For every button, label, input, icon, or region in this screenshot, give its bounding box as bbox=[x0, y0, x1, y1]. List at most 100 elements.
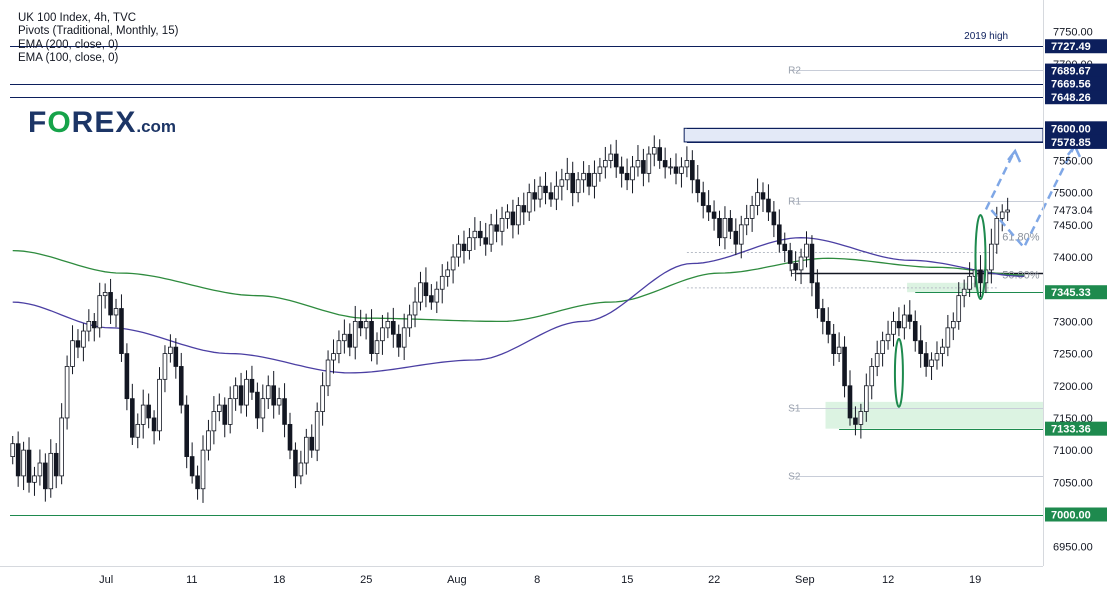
legend-ema200[interactable]: EMA (200, close, 0) bbox=[18, 38, 119, 51]
price-tick-label: 6950.00 bbox=[1053, 542, 1093, 554]
candle-body bbox=[912, 321, 918, 342]
legend-ema100[interactable]: EMA (100, close, 0) bbox=[18, 52, 119, 65]
candle-body bbox=[396, 333, 402, 348]
price-label-bg-2 bbox=[1045, 76, 1107, 91]
candle-body bbox=[412, 301, 418, 316]
price-tick-label: 7550.00 bbox=[1053, 155, 1093, 167]
price-tick-label: 7100.00 bbox=[1053, 445, 1093, 457]
candle-body bbox=[37, 462, 43, 477]
candle-body bbox=[467, 237, 472, 251]
chart-legend: UK 100 Index, 4h, TVC Pivots (Traditiona… bbox=[18, 12, 178, 66]
candle-body bbox=[81, 330, 86, 348]
candle-body bbox=[613, 153, 619, 168]
candle-body bbox=[956, 295, 962, 322]
ema100-line bbox=[12, 237, 1025, 374]
candle-body bbox=[537, 185, 543, 200]
candle-body bbox=[195, 475, 200, 490]
candle-body bbox=[298, 462, 304, 477]
candle-body bbox=[559, 179, 565, 187]
candle-body bbox=[320, 385, 325, 412]
candle-body bbox=[483, 237, 489, 245]
price-label-bg-3 bbox=[1045, 90, 1107, 105]
candle-body bbox=[608, 153, 614, 161]
candle-body bbox=[461, 243, 467, 251]
candle-body bbox=[331, 353, 336, 361]
last-price-label: 7473.04 bbox=[1053, 205, 1093, 217]
logo-dotcom: .com bbox=[136, 117, 177, 136]
candle-body bbox=[690, 160, 695, 181]
candle-body bbox=[825, 321, 831, 335]
candle-body bbox=[760, 192, 766, 200]
candle-body bbox=[695, 179, 701, 194]
candle-body bbox=[249, 378, 255, 393]
candle-body bbox=[575, 179, 581, 194]
legend-symbol[interactable]: UK 100 Index, 4h, TVC bbox=[18, 12, 137, 24]
candle-body bbox=[570, 172, 576, 194]
candle-body bbox=[358, 321, 363, 329]
candle-body bbox=[146, 404, 151, 419]
candle-body bbox=[961, 288, 967, 297]
candle-body bbox=[445, 269, 450, 277]
candle-body bbox=[293, 449, 298, 477]
candle-body bbox=[64, 366, 70, 419]
candle-body bbox=[782, 243, 788, 251]
time-tick-label: 8 bbox=[534, 574, 540, 586]
candle-body bbox=[945, 327, 951, 348]
candle-body bbox=[189, 456, 195, 477]
candle-body bbox=[815, 282, 820, 309]
candle-body bbox=[526, 192, 532, 213]
pivot-s1-label: S1 bbox=[788, 404, 801, 415]
candle-body bbox=[434, 288, 440, 303]
candle-body bbox=[548, 192, 554, 200]
candle-body bbox=[1005, 209, 1010, 213]
price-label-3: 7648.26 bbox=[1051, 92, 1091, 104]
candle-body bbox=[777, 224, 782, 245]
candle-body bbox=[494, 224, 499, 232]
pivot-s2-label: S2 bbox=[788, 472, 801, 483]
candle-body bbox=[657, 147, 663, 161]
candle-body bbox=[70, 340, 75, 367]
plot-area[interactable] bbox=[10, 6, 1043, 566]
candle-body bbox=[162, 353, 168, 380]
candle-body bbox=[206, 430, 211, 451]
candle-body bbox=[706, 205, 711, 213]
candle-body bbox=[336, 340, 342, 354]
candle-body bbox=[662, 160, 668, 168]
candle-body bbox=[233, 385, 238, 400]
candle-body bbox=[135, 423, 141, 438]
candle-body bbox=[472, 230, 478, 239]
candle-body bbox=[923, 353, 929, 367]
candle-body bbox=[934, 353, 940, 361]
candle-body bbox=[309, 436, 315, 451]
ema200-line bbox=[12, 249, 1025, 323]
time-tick-label: 22 bbox=[708, 574, 720, 586]
resistance-zone bbox=[683, 127, 1044, 143]
candle-body bbox=[140, 404, 146, 425]
candle-body bbox=[651, 147, 657, 155]
candle-body bbox=[874, 353, 880, 367]
candle-body bbox=[91, 321, 97, 329]
candle-body bbox=[885, 333, 891, 342]
candle-body bbox=[673, 166, 679, 174]
logo-rex: REX bbox=[71, 106, 137, 139]
price-tick-label: 7500.00 bbox=[1053, 188, 1093, 200]
candle-body bbox=[755, 192, 760, 206]
candle-body bbox=[858, 411, 864, 425]
candle-body bbox=[130, 398, 135, 438]
candle-body bbox=[630, 166, 635, 181]
candle-body bbox=[793, 263, 798, 271]
legend-pivots[interactable]: Pivots (Traditional, Monthly, 15) bbox=[18, 25, 179, 38]
candle-body bbox=[989, 243, 994, 271]
price-tick-label: 7050.00 bbox=[1053, 477, 1093, 489]
candle-body bbox=[26, 449, 32, 483]
candle-body bbox=[940, 346, 945, 354]
candle-body bbox=[624, 172, 630, 181]
candle-body bbox=[369, 321, 374, 354]
candle-body bbox=[347, 333, 353, 348]
candle-body bbox=[374, 340, 380, 354]
candle-body bbox=[217, 404, 222, 412]
candle-body bbox=[439, 275, 445, 290]
breakout-ellipse-2 bbox=[974, 214, 987, 301]
